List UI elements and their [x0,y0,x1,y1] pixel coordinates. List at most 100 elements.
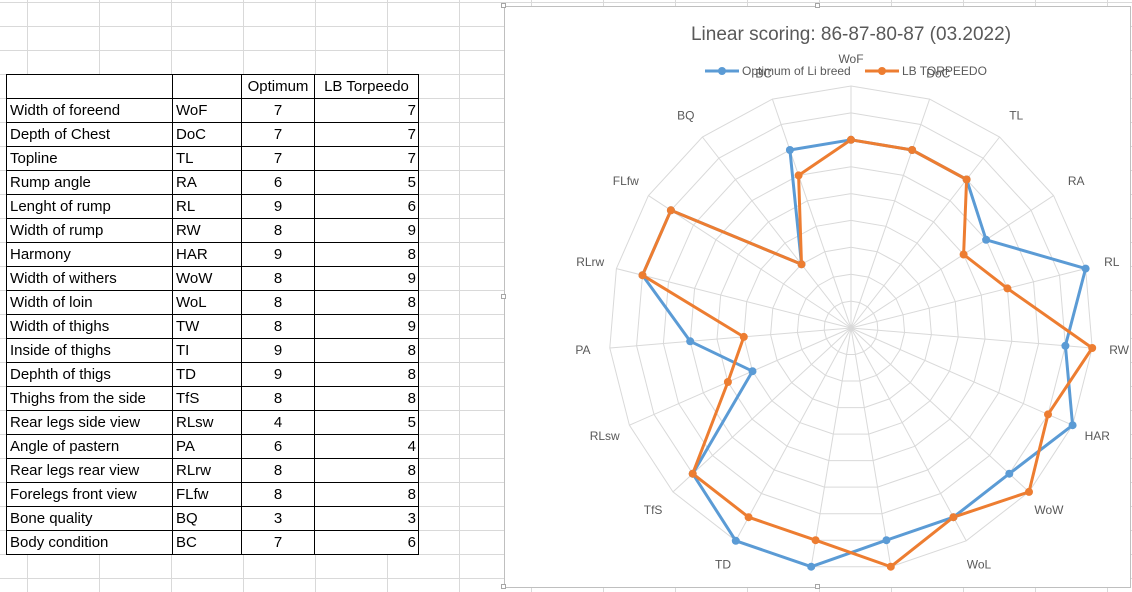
table-header-cell[interactable]: LB Torpeedo [314,74,419,99]
lb-value-cell[interactable]: 5 [314,410,419,435]
resize-handle-bottom-middle[interactable] [815,584,820,589]
data-point[interactable] [1025,487,1033,496]
trait-abbr-cell[interactable]: DoC [172,122,242,147]
optimum-value-cell[interactable]: 8 [241,458,315,483]
optimum-value-cell[interactable]: 8 [241,314,315,339]
lb-value-cell[interactable]: 7 [314,98,419,123]
data-point[interactable] [962,175,971,184]
trait-name-cell[interactable]: Bone quality [6,506,173,531]
data-point[interactable] [1088,344,1097,352]
data-point[interactable] [666,206,675,215]
trait-name-cell[interactable]: Thighs from the side [6,386,173,411]
data-point[interactable] [959,250,968,259]
trait-name-cell[interactable]: Width of foreend [6,98,173,123]
trait-name-cell[interactable]: Inside of thighs [6,338,173,363]
trait-name-cell[interactable]: Rear legs side view [6,410,173,435]
trait-name-cell[interactable]: Lenght of rump [6,194,173,219]
resize-handle-top-middle[interactable] [815,3,820,8]
optimum-value-cell[interactable]: 8 [241,290,315,315]
data-point[interactable] [688,469,697,478]
optimum-value-cell[interactable]: 7 [241,122,315,147]
data-point[interactable] [731,536,740,545]
trait-abbr-cell[interactable]: RA [172,170,242,195]
data-point[interactable] [908,146,917,154]
resize-handle-middle-left[interactable] [501,294,506,299]
lb-value-cell[interactable]: 8 [314,362,419,387]
data-point[interactable] [807,562,816,571]
trait-abbr-cell[interactable]: BQ [172,506,242,531]
data-point[interactable] [847,135,855,144]
optimum-value-cell[interactable]: 9 [241,194,315,219]
data-point[interactable] [1003,284,1012,293]
trait-abbr-cell[interactable]: TfS [172,386,242,411]
data-point[interactable] [797,260,806,269]
lb-value-cell[interactable]: 5 [314,170,419,195]
optimum-value-cell[interactable]: 7 [241,146,315,171]
trait-name-cell[interactable]: Topline [6,146,173,171]
optimum-value-cell[interactable]: 6 [241,434,315,459]
lb-value-cell[interactable]: 7 [314,122,419,147]
trait-abbr-cell[interactable]: HAR [172,242,242,267]
trait-abbr-cell[interactable]: RLsw [172,410,242,435]
data-point[interactable] [739,332,748,341]
optimum-value-cell[interactable]: 9 [241,362,315,387]
data-point[interactable] [811,536,820,545]
trait-name-cell[interactable]: Depth of Chest [6,122,173,147]
lb-value-cell[interactable]: 6 [314,530,419,555]
trait-abbr-cell[interactable]: WoL [172,290,242,315]
trait-abbr-cell[interactable]: TL [172,146,242,171]
lb-value-cell[interactable]: 8 [314,338,419,363]
optimum-value-cell[interactable]: 7 [241,530,315,555]
trait-abbr-cell[interactable]: RL [172,194,242,219]
optimum-value-cell[interactable]: 7 [241,98,315,123]
data-point[interactable] [794,171,803,180]
lb-value-cell[interactable]: 8 [314,458,419,483]
data-point[interactable] [1068,421,1077,430]
trait-name-cell[interactable]: Harmony [6,242,173,267]
optimum-value-cell[interactable]: 8 [241,266,315,291]
trait-abbr-cell[interactable]: TI [172,338,242,363]
lb-value-cell[interactable]: 3 [314,506,419,531]
data-point[interactable] [785,146,794,154]
lb-value-cell[interactable]: 9 [314,218,419,243]
trait-abbr-cell[interactable]: WoF [172,98,242,123]
lb-value-cell[interactable]: 6 [314,194,419,219]
lb-value-cell[interactable]: 9 [314,314,419,339]
table-header-cell[interactable]: Optimum [241,74,315,99]
resize-handle-top-left[interactable] [501,3,506,8]
data-point[interactable] [744,513,753,522]
trait-abbr-cell[interactable]: FLfw [172,482,242,507]
data-point[interactable] [1044,410,1052,419]
optimum-value-cell[interactable]: 9 [241,338,315,363]
trait-name-cell[interactable]: Body condition [6,530,173,555]
series-line[interactable] [641,138,1088,569]
trait-name-cell[interactable]: Width of thighs [6,314,173,339]
resize-handle-bottom-left[interactable] [501,584,506,589]
lb-value-cell[interactable]: 8 [314,386,419,411]
trait-name-cell[interactable]: Angle of pastern [6,434,173,459]
trait-name-cell[interactable]: Rear legs rear view [6,458,173,483]
data-point[interactable] [723,378,732,386]
table-header-cell[interactable] [172,74,242,99]
trait-name-cell[interactable]: Rump angle [6,170,173,195]
data-point[interactable] [882,536,891,545]
data-point[interactable] [886,562,895,571]
trait-abbr-cell[interactable]: WoW [172,266,242,291]
data-point[interactable] [1061,341,1070,350]
optimum-value-cell[interactable]: 8 [241,218,315,243]
trait-name-cell[interactable]: Width of loin [6,290,173,315]
data-point[interactable] [1005,469,1014,478]
lb-value-cell[interactable]: 9 [314,266,419,291]
optimum-value-cell[interactable]: 3 [241,506,315,531]
data-point[interactable] [949,513,958,522]
lb-value-cell[interactable]: 8 [314,242,419,267]
table-header-cell[interactable] [6,74,173,99]
radar-chart[interactable]: Linear scoring: 86-87-80-87 (03.2022) Op… [504,6,1131,588]
trait-abbr-cell[interactable]: PA [172,434,242,459]
data-point[interactable] [638,271,647,280]
trait-name-cell[interactable]: Forelegs front view [6,482,173,507]
trait-abbr-cell[interactable]: BC [172,530,242,555]
data-point[interactable] [1081,264,1090,273]
lb-value-cell[interactable]: 8 [314,482,419,507]
optimum-value-cell[interactable]: 4 [241,410,315,435]
